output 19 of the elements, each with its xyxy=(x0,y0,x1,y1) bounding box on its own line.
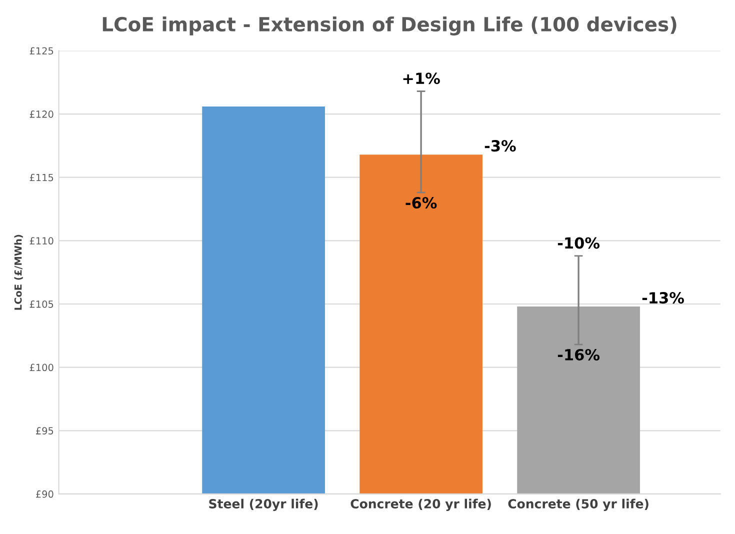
y-tick-label: £90 xyxy=(36,490,54,498)
y-tick-label: £115 xyxy=(30,174,54,182)
x-tick-label: Steel (20yr life) xyxy=(209,498,318,512)
annotation: -13% xyxy=(642,292,684,304)
annotation: -3% xyxy=(484,140,516,152)
y-tick-label: £120 xyxy=(30,110,54,118)
y-tick-label: £110 xyxy=(30,237,54,245)
chart-title: LCoE impact - Extension of Design Life (100 devices) xyxy=(102,16,676,36)
annotation: +1% xyxy=(403,72,440,84)
y-axis-title: LCoE (£/MWh) xyxy=(14,234,23,310)
x-tick-label: Concrete (50 yr life) xyxy=(508,498,648,512)
y-tick-label: £95 xyxy=(36,427,54,434)
annotation: -10% xyxy=(558,237,600,249)
annotation: -6% xyxy=(406,196,437,209)
y-tick-label: £105 xyxy=(30,300,54,308)
x-tick-label: Concrete (20 yr life) xyxy=(350,498,491,512)
annotation: -16% xyxy=(558,348,600,361)
y-tick-label: £125 xyxy=(30,47,54,55)
y-tick-label: £100 xyxy=(30,364,54,372)
